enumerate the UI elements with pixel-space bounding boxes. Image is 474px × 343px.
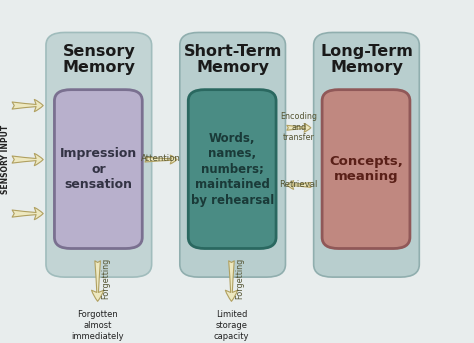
FancyBboxPatch shape xyxy=(180,33,285,277)
FancyBboxPatch shape xyxy=(188,90,276,249)
Text: Words,
names,
numbers;
maintained
by rehearsal: Words, names, numbers; maintained by reh… xyxy=(191,132,274,206)
FancyBboxPatch shape xyxy=(322,90,410,249)
Text: Attention: Attention xyxy=(141,154,181,163)
Text: Retrieval: Retrieval xyxy=(280,180,318,189)
FancyBboxPatch shape xyxy=(55,90,142,249)
Text: Limited
storage
capacity: Limited storage capacity xyxy=(214,310,249,341)
Text: Long-Term
Memory: Long-Term Memory xyxy=(320,44,413,75)
Text: Encoding
and
transfer: Encoding and transfer xyxy=(280,112,317,142)
Text: Concepts,
meaning: Concepts, meaning xyxy=(329,155,403,183)
Text: SENSORY INPUT: SENSORY INPUT xyxy=(1,125,10,194)
FancyBboxPatch shape xyxy=(314,33,419,277)
FancyBboxPatch shape xyxy=(46,33,152,277)
Text: Short-Term
Memory: Short-Term Memory xyxy=(183,44,282,75)
Text: Sensory
Memory: Sensory Memory xyxy=(63,44,135,75)
Text: Forgetting: Forgetting xyxy=(101,257,110,298)
Text: Impression
or
sensation: Impression or sensation xyxy=(60,147,137,191)
Text: Forgetting: Forgetting xyxy=(235,257,244,298)
Text: Forgotten
almost
immediately: Forgotten almost immediately xyxy=(71,310,124,341)
